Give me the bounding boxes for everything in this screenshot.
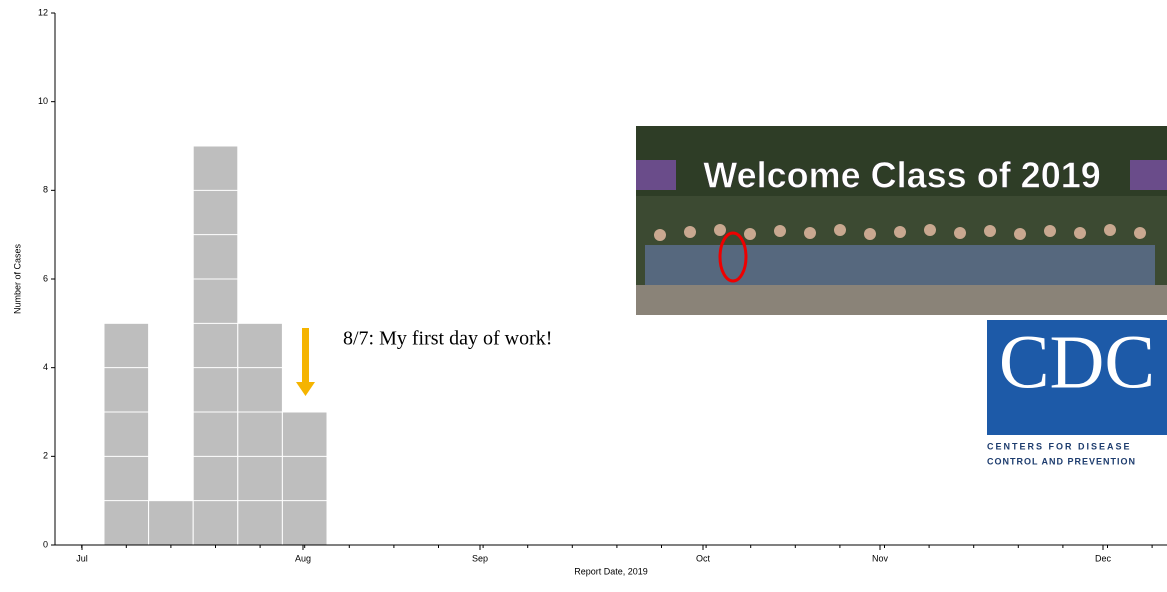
x-tick-label: Aug <box>295 553 311 563</box>
x-tick-label: Sep <box>472 553 488 563</box>
x-axis-label: Report Date, 2019 <box>574 566 648 576</box>
class-photo: Welcome Class of 2019 <box>636 126 1167 315</box>
y-tick-label: 8 <box>43 185 48 195</box>
annotation: 8/7: My first day of work! <box>343 328 552 350</box>
bar <box>281 411 328 546</box>
x-tick-label: Dec <box>1095 553 1112 563</box>
logo-letters: CDC <box>999 320 1155 404</box>
arrow-head <box>296 382 315 396</box>
bar <box>237 322 283 546</box>
logo-line: Control and Prevention <box>987 456 1136 466</box>
y-tick-label: 0 <box>43 539 48 549</box>
bar <box>192 145 239 546</box>
x-tick-label: Oct <box>696 553 711 563</box>
y-tick-label: 4 <box>43 362 48 372</box>
cdc-logo: CDC Centers for Disease Control and Prev… <box>987 320 1167 466</box>
arrow-shaft <box>302 328 309 383</box>
y-tick-label: 6 <box>43 273 48 283</box>
y-tick-label: 10 <box>38 96 48 106</box>
photo-banner: Welcome Class of 2019 <box>703 155 1101 196</box>
x-tick-label: Nov <box>872 553 889 563</box>
bar <box>148 500 194 546</box>
x-tick-label: Jul <box>76 553 88 563</box>
bar <box>103 322 150 546</box>
y-axis-label: Number of Cases <box>12 243 22 314</box>
logo-line: Centers for Disease <box>987 441 1132 451</box>
y-tick-label: 2 <box>43 451 48 461</box>
y-tick-label: 12 <box>38 7 48 17</box>
